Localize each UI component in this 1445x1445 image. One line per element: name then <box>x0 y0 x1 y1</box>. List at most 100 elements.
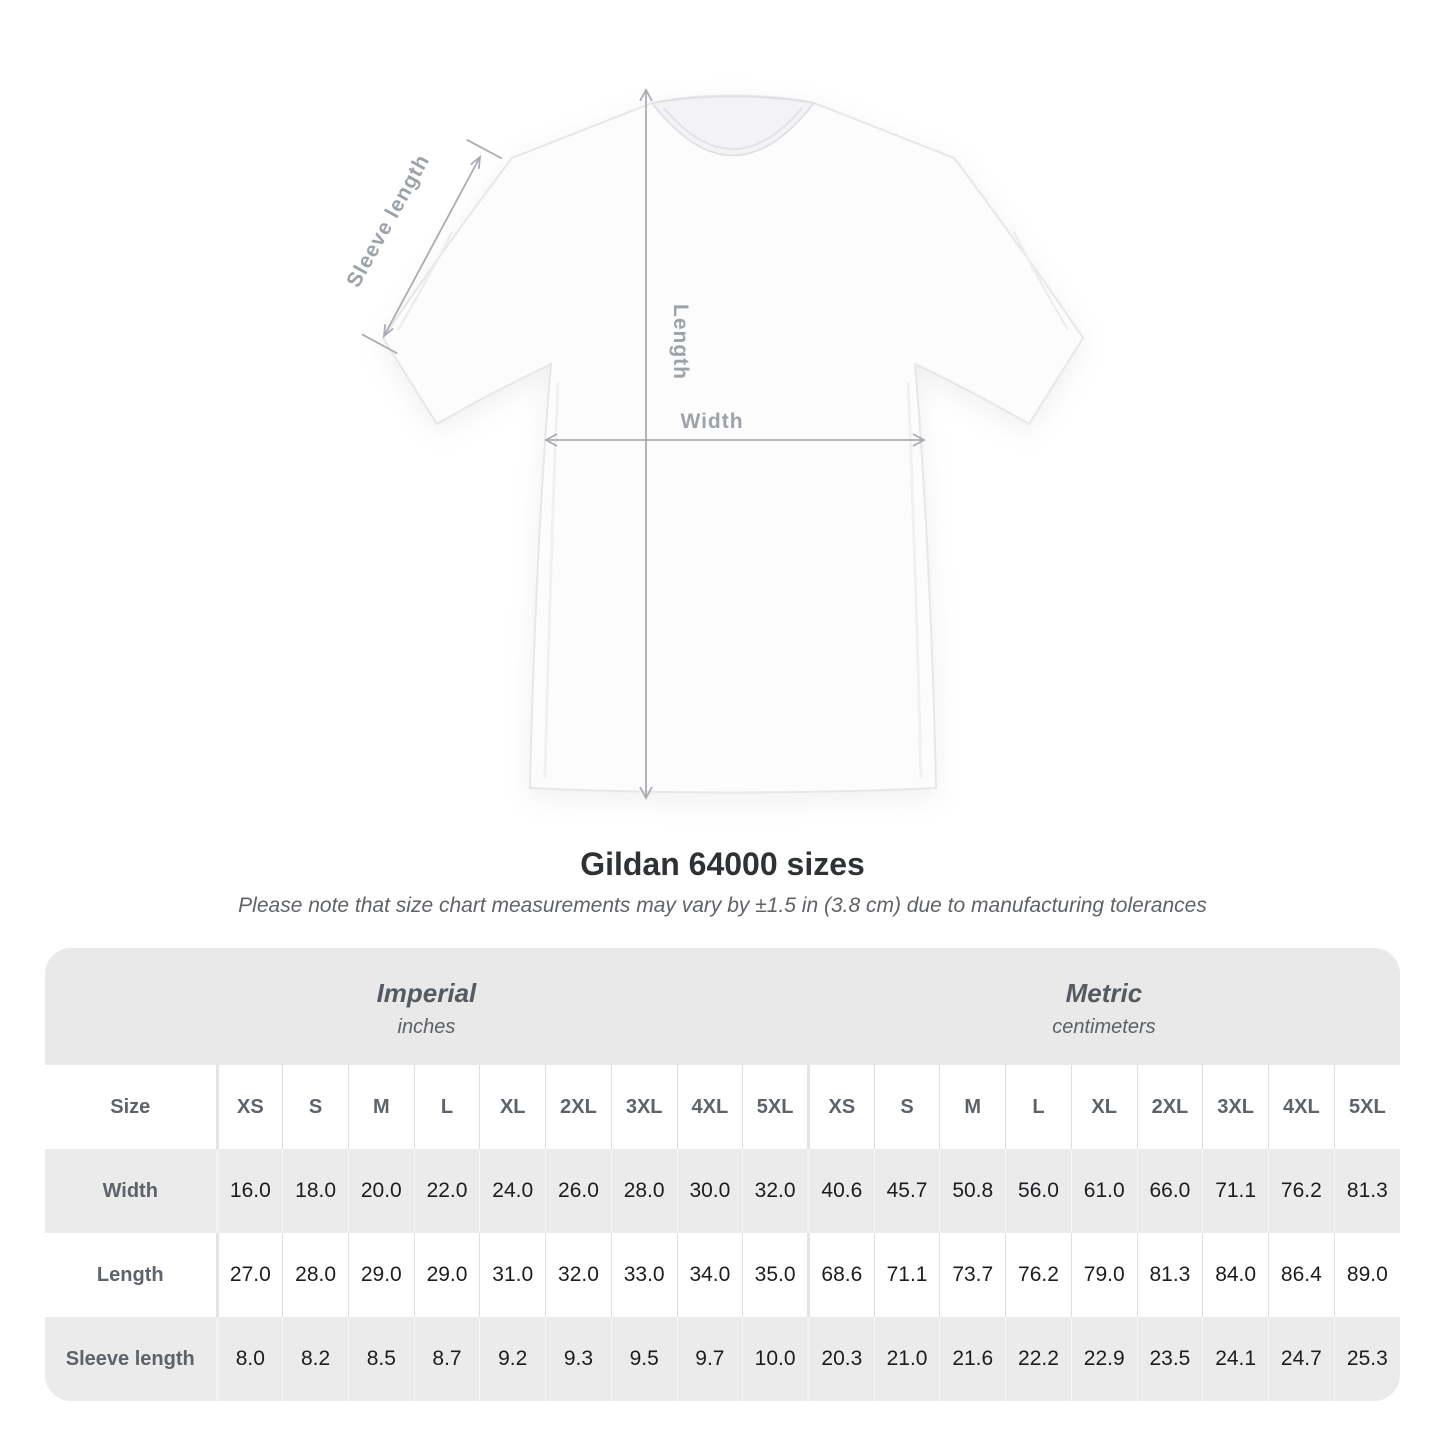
value-width-metric-2xl: 66.0 <box>1136 1149 1203 1233</box>
value-sleeve-length-metric-2xl: 23.5 <box>1136 1317 1203 1401</box>
value-sleeve-length-imperial-s: 8.2 <box>282 1317 349 1401</box>
units-header: Imperial inches Metric centimeters <box>45 948 1400 1065</box>
value-width-metric-3xl: 71.1 <box>1202 1149 1269 1233</box>
size-col-imperial-m: M <box>347 1065 415 1149</box>
length-arrow: Length <box>639 88 692 800</box>
imperial-label: Imperial <box>376 978 477 1008</box>
value-width-imperial-xl: 24.0 <box>479 1149 546 1233</box>
value-length-imperial-2xl: 32.0 <box>545 1233 612 1317</box>
size-col-imperial-4xl: 4XL <box>676 1065 743 1149</box>
value-sleeve-length-metric-l: 22.2 <box>1005 1317 1072 1401</box>
size-col-metric-4xl: 4XL <box>1268 1065 1335 1149</box>
value-sleeve-length-metric-s: 21.0 <box>873 1317 940 1401</box>
tshirt-diagram: Length Width Sleeve length <box>342 88 1085 800</box>
value-sleeve-length-imperial-xl: 9.2 <box>479 1317 546 1401</box>
value-length-metric-3xl: 84.0 <box>1202 1233 1269 1317</box>
value-sleeve-length-metric-4xl: 24.7 <box>1268 1317 1335 1401</box>
length-label: Length <box>669 304 692 380</box>
value-width-imperial-m: 20.0 <box>347 1149 415 1233</box>
metric-unit-label: centimeters <box>1052 1016 1156 1038</box>
value-width-metric-5xl: 81.3 <box>1333 1149 1400 1233</box>
measurement-row-sleeve-length: Sleeve length 8.0 8.2 8.5 8.7 9.2 9.3 9.5 9.7 10.… <box>45 1317 1400 1401</box>
size-col-metric-s: S <box>873 1065 940 1149</box>
tshirt-illustration <box>381 94 1085 794</box>
tolerance-note: Please note that size chart measurements… <box>238 894 1207 917</box>
value-width-imperial-xs: 16.0 <box>215 1149 283 1233</box>
value-sleeve-length-imperial-m: 8.5 <box>347 1317 415 1401</box>
width-arrow: Width <box>544 410 926 447</box>
sleeve-length-label: Sleeve length <box>342 150 434 291</box>
size-col-metric-m: M <box>939 1065 1006 1149</box>
value-width-metric-m: 50.8 <box>939 1149 1006 1233</box>
tshirt-body <box>381 94 1085 794</box>
value-length-imperial-l: 29.0 <box>413 1233 480 1317</box>
size-col-imperial-2xl: 2XL <box>545 1065 612 1149</box>
value-length-imperial-xl: 31.0 <box>479 1233 546 1317</box>
size-column-header: Size <box>45 1065 217 1149</box>
size-col-imperial-l: L <box>413 1065 480 1149</box>
value-length-metric-2xl: 81.3 <box>1136 1233 1203 1317</box>
value-sleeve-length-imperial-xs: 8.0 <box>215 1317 283 1401</box>
value-length-metric-5xl: 89.0 <box>1333 1233 1400 1317</box>
metric-section-header: Metric centimeters <box>808 948 1400 1065</box>
size-col-metric-xl: XL <box>1070 1065 1138 1149</box>
measurement-row-width: Width 16.0 18.0 20.0 22.0 24.0 26.0 28.0 30.0 32.… <box>45 1149 1400 1233</box>
size-col-metric-5xl: 5XL <box>1333 1065 1400 1149</box>
size-col-imperial-xl: XL <box>479 1065 546 1149</box>
value-sleeve-length-imperial-4xl: 9.7 <box>676 1317 743 1401</box>
value-width-imperial-l: 22.0 <box>413 1149 480 1233</box>
value-length-metric-4xl: 86.4 <box>1268 1233 1335 1317</box>
row-label-width: Width <box>102 1179 158 1202</box>
size-col-imperial-s: S <box>282 1065 349 1149</box>
size-col-imperial-xs: XS <box>215 1065 283 1149</box>
size-col-imperial-3xl: 3XL <box>610 1065 678 1149</box>
value-width-metric-l: 56.0 <box>1005 1149 1072 1233</box>
value-length-metric-s: 71.1 <box>873 1233 940 1317</box>
tshirt-sleeve-fold-right <box>1013 231 1069 331</box>
value-width-metric-xs: 40.6 <box>806 1149 875 1233</box>
tshirt-crease-left <box>543 381 560 779</box>
size-chart-card: Imperial inches Metric centimeters Size … <box>45 948 1400 1401</box>
value-length-metric-m: 73.7 <box>939 1233 1006 1317</box>
size-col-metric-3xl: 3XL <box>1202 1065 1269 1149</box>
imperial-unit-label: inches <box>397 1016 456 1038</box>
size-col-metric-xs: XS <box>806 1065 875 1149</box>
value-width-metric-4xl: 76.2 <box>1268 1149 1335 1233</box>
value-length-imperial-xs: 27.0 <box>215 1233 283 1317</box>
value-length-metric-xl: 79.0 <box>1070 1233 1138 1317</box>
value-sleeve-length-metric-m: 21.6 <box>939 1317 1006 1401</box>
size-table: Size XS S M L XL 2XL 3XL 4XL 5XL XS S M L XL 2XL 3XL 4XL… <box>45 1065 1400 1401</box>
measurement-row-length: Length 27.0 28.0 29.0 29.0 31.0 32.0 33.0 34.0 35… <box>45 1233 1400 1317</box>
tshirt-sleeve-fold-left <box>397 231 453 331</box>
value-width-imperial-4xl: 30.0 <box>676 1149 743 1233</box>
row-label-sleeve-length: Sleeve length <box>65 1347 195 1370</box>
value-sleeve-length-metric-xl: 22.9 <box>1070 1317 1138 1401</box>
value-width-imperial-s: 18.0 <box>282 1149 349 1233</box>
value-sleeve-length-imperial-3xl: 9.5 <box>610 1317 678 1401</box>
imperial-section-header: Imperial inches <box>45 948 808 1065</box>
value-width-imperial-2xl: 26.0 <box>545 1149 612 1233</box>
value-sleeve-length-imperial-l: 8.7 <box>413 1317 480 1401</box>
size-col-metric-2xl: 2XL <box>1136 1065 1203 1149</box>
metric-label: Metric <box>1065 978 1143 1008</box>
value-sleeve-length-metric-xs: 20.3 <box>806 1317 875 1401</box>
value-length-imperial-s: 28.0 <box>282 1233 349 1317</box>
page-title: Gildan 64000 sizes <box>580 846 865 882</box>
value-length-imperial-m: 29.0 <box>347 1233 415 1317</box>
tshirt-crease-right <box>906 381 923 779</box>
tshirt-collar-seam <box>663 107 803 150</box>
size-header-row: Size XS S M L XL 2XL 3XL 4XL 5XL XS S M L XL 2XL 3XL 4XL… <box>45 1065 1400 1149</box>
value-width-metric-s: 45.7 <box>873 1149 940 1233</box>
row-label-length: Length <box>96 1263 164 1286</box>
value-width-imperial-5xl: 32.0 <box>742 1149 809 1233</box>
width-label: Width <box>680 410 743 433</box>
value-sleeve-length-imperial-5xl: 10.0 <box>742 1317 809 1401</box>
size-col-imperial-5xl: 5XL <box>742 1065 809 1149</box>
size-col-metric-l: L <box>1005 1065 1072 1149</box>
value-sleeve-length-metric-5xl: 25.3 <box>1333 1317 1400 1401</box>
value-sleeve-length-imperial-2xl: 9.3 <box>545 1317 612 1401</box>
value-length-metric-l: 76.2 <box>1005 1233 1072 1317</box>
value-length-imperial-3xl: 33.0 <box>610 1233 678 1317</box>
value-length-imperial-4xl: 34.0 <box>676 1233 743 1317</box>
value-length-imperial-5xl: 35.0 <box>742 1233 809 1317</box>
